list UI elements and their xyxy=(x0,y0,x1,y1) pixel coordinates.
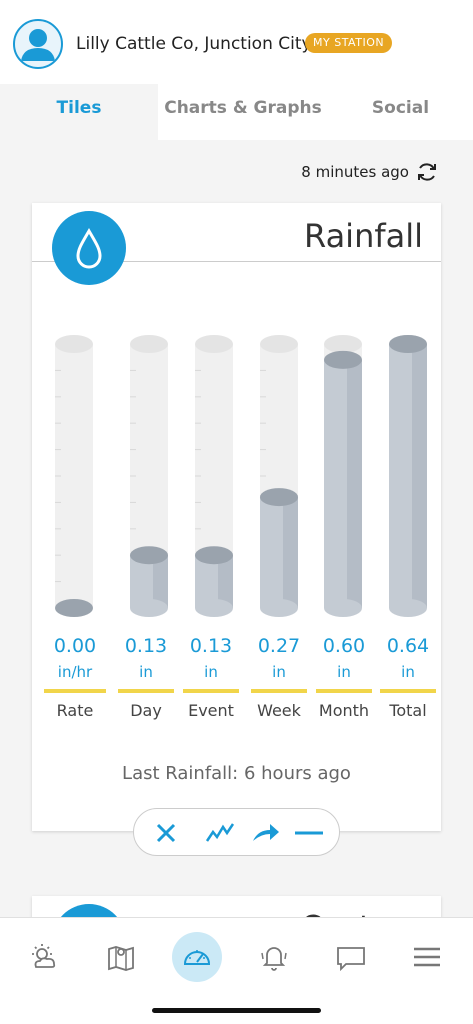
gauge-day[interactable]: 0.13 in Day xyxy=(118,635,174,720)
arrow-icon[interactable] xyxy=(250,817,282,849)
nav-dashboard[interactable] xyxy=(172,932,222,982)
nav-weather[interactable] xyxy=(19,932,69,982)
gauge-label: Week xyxy=(257,701,301,720)
gauge-value: 0.64 xyxy=(386,635,430,657)
nav-menu[interactable] xyxy=(402,932,452,982)
gauge-underline xyxy=(316,689,372,693)
gauge-month[interactable]: 0.60 in Month xyxy=(316,635,372,720)
app-header: Lilly Cattle Co, Junction City MY STATIO… xyxy=(0,0,473,84)
gauge-unit: in xyxy=(139,663,153,681)
gauge-rate[interactable]: 0.00 in/hr Rate xyxy=(44,635,106,720)
nav-map[interactable] xyxy=(96,932,146,982)
tab-tiles[interactable]: Tiles xyxy=(0,84,158,140)
card-divider xyxy=(32,261,441,262)
gauge-label: Day xyxy=(130,701,162,720)
gauge-tube-total xyxy=(389,335,427,617)
user-icon xyxy=(21,29,55,61)
gauge-value: 0.00 xyxy=(53,635,97,657)
home-indicator xyxy=(152,1008,321,1013)
card-title: Rainfall xyxy=(304,217,423,255)
gauge-unit: in xyxy=(272,663,286,681)
gauge-unit: in xyxy=(337,663,351,681)
chart-actions xyxy=(133,808,340,856)
rainfall-gauges xyxy=(55,335,427,617)
map-icon xyxy=(108,946,134,971)
gauge-underline xyxy=(251,689,307,693)
dash-icon[interactable] xyxy=(293,817,325,849)
refresh-icon[interactable] xyxy=(415,160,439,184)
menu-icon xyxy=(414,947,440,967)
gauge-week[interactable]: 0.27 in Week xyxy=(251,635,307,720)
last-rainfall: Last Rainfall: 6 hours ago xyxy=(122,763,351,784)
bell-icon xyxy=(261,947,287,971)
tab-charts-graphs[interactable]: Charts & Graphs xyxy=(158,84,328,140)
gauge-value: 0.13 xyxy=(189,635,233,657)
bottom-nav xyxy=(0,917,473,1024)
gauge-value: 0.13 xyxy=(124,635,168,657)
station-name[interactable]: Lilly Cattle Co, Junction City xyxy=(76,34,312,54)
tab-social[interactable]: Social xyxy=(328,84,473,140)
gauge-label: Rate xyxy=(56,701,94,720)
chat-icon xyxy=(337,947,365,972)
gauge-tube-rate xyxy=(55,335,93,617)
gauge-underline xyxy=(380,689,436,693)
tab-bar: Tiles Charts & Graphs Social xyxy=(0,84,473,140)
gauge-tube-month xyxy=(324,335,362,617)
gauge-label: Total xyxy=(389,701,427,720)
gauge-label: Month xyxy=(318,701,370,720)
my-station-badge: MY STATION xyxy=(305,33,393,53)
weather-icon xyxy=(32,944,56,968)
close-icon[interactable] xyxy=(150,817,182,849)
gauge-unit: in/hr xyxy=(57,663,93,681)
gauge-value: 0.60 xyxy=(322,635,366,657)
gauge-total[interactable]: 0.64 in Total xyxy=(380,635,436,720)
rainfall-card: Rainfall 0.00 in/hr Rate 0.13 in Day 0.1… xyxy=(32,203,441,831)
gauge-unit: in xyxy=(204,663,218,681)
gauge-underline xyxy=(118,689,174,693)
nav-chat[interactable] xyxy=(326,932,376,982)
gauge-unit: in xyxy=(401,663,415,681)
gauge-tube-event xyxy=(195,335,233,617)
raindrop-icon xyxy=(52,211,126,285)
gauge-event[interactable]: 0.13 in Event xyxy=(183,635,239,720)
gauge-underline xyxy=(183,689,239,693)
gauge-tube-week xyxy=(260,335,298,617)
dashboard-icon xyxy=(183,950,211,965)
avatar[interactable] xyxy=(13,19,63,69)
last-updated: 8 minutes ago xyxy=(301,163,409,181)
trend-icon[interactable] xyxy=(204,817,236,849)
gauge-label: Event xyxy=(188,701,234,720)
gauge-tube-day xyxy=(130,335,168,617)
gauge-value: 0.27 xyxy=(257,635,301,657)
nav-alerts[interactable] xyxy=(249,932,299,982)
gauge-underline xyxy=(44,689,106,693)
